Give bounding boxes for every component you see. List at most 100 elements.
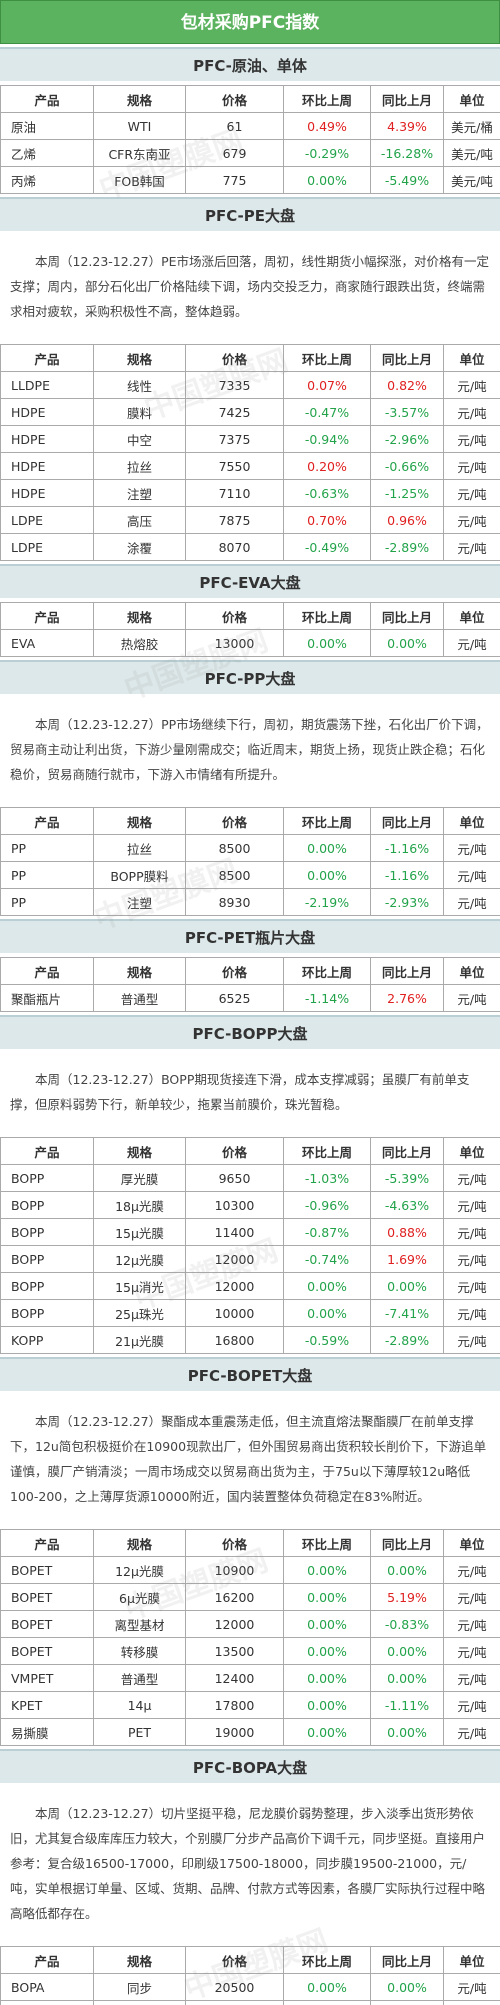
unit: 元/吨 (443, 1326, 500, 1354)
unit: 元/吨 (443, 1637, 500, 1665)
unit: 元/吨 (443, 1164, 500, 1192)
data-row: 乙烯 CFR东南亚 679 -0.29% -16.28% 美元/吨 (0, 139, 500, 167)
product: LLDPE (0, 371, 94, 399)
column-header: 同比上月 (370, 1137, 444, 1165)
week-change: -0.49% (283, 533, 371, 561)
column-header: 规格 (93, 1946, 186, 1974)
week-change: -0.47% (283, 398, 371, 426)
spec: 普通型 (93, 1664, 186, 1692)
content: PFC-原油、单体 产品 规格 价格 环比上周 同比上月 单位 原油 WTI 61 0.49% 4.3… (0, 47, 500, 2005)
column-header: 产品 (0, 85, 94, 113)
column-header: 环比上周 (283, 1946, 371, 1974)
product: LDPE (0, 506, 94, 534)
column-header: 规格 (93, 85, 186, 113)
spec: 离型基材 (93, 1610, 186, 1638)
page-title: 包材采购PFC指数 (0, 0, 500, 44)
spec: 厚光膜 (93, 1164, 186, 1192)
unit: 元/吨 (443, 984, 500, 1012)
week-change: 0.70% (283, 506, 371, 534)
week-change: 0.00% (283, 629, 371, 657)
data-row: EVA 热熔胶 13000 0.00% 0.00% 元/吨 (0, 629, 500, 657)
spec: 中空 (93, 425, 186, 453)
price: 7335 (185, 371, 284, 399)
unit: 元/吨 (443, 1218, 500, 1246)
price-table: 产品 规格 价格 环比上周 同比上月 单位 PP 拉丝 8500 0.00% -1.16% 元/吨 PP… (0, 807, 500, 916)
product: BOPA (0, 2000, 94, 2005)
column-header: 产品 (0, 807, 94, 835)
section-title: PFC-BOPP大盘 (0, 1015, 500, 1049)
column-header: 规格 (93, 1137, 186, 1165)
unit: 美元/吨 (443, 139, 500, 167)
unit: 元/吨 (443, 629, 500, 657)
column-header: 价格 (185, 1529, 284, 1557)
price-table: 产品 规格 价格 环比上周 同比上月 单位 BOPA 同步 20500 0.00% 0.00% 元/吨… (0, 1946, 500, 2005)
data-row: HDPE 拉丝 7550 0.20% -0.66% 元/吨 (0, 452, 500, 480)
column-header: 规格 (93, 602, 186, 630)
section-title: PFC-BOPET大盘 (0, 1357, 500, 1391)
month-change: -2.89% (370, 1326, 444, 1354)
column-header: 同比上月 (370, 1946, 444, 1974)
month-change: 0.00% (370, 629, 444, 657)
price: 7550 (185, 452, 284, 480)
column-header: 同比上月 (370, 344, 444, 372)
data-row: BOPP 18μ光膜 10300 -0.96% -4.63% 元/吨 (0, 1191, 500, 1219)
product: HDPE (0, 479, 94, 507)
section-title: PFC-PE大盘 (0, 197, 500, 231)
column-header: 同比上月 (370, 1529, 444, 1557)
week-change: 0.00% (283, 1610, 371, 1638)
product: BOPET (0, 1610, 94, 1638)
spec: BOPP膜料 (93, 861, 186, 889)
week-change: 0.07% (283, 371, 371, 399)
column-header: 环比上周 (283, 1529, 371, 1557)
product: HDPE (0, 425, 94, 453)
column-header: 规格 (93, 1529, 186, 1557)
price: 9650 (185, 1164, 284, 1192)
data-row: BOPA分布印刷级17500-2.78%-2.78%元/吨 (0, 2000, 500, 2005)
price: 16200 (185, 1583, 284, 1611)
data-row: HDPE 注塑 7110 -0.63% -1.25% 元/吨 (0, 479, 500, 507)
spec: 拉丝 (93, 834, 186, 862)
product: EVA (0, 629, 94, 657)
month-change: 0.00% (370, 1718, 444, 1746)
price: 13500 (185, 1637, 284, 1665)
spec: 12μ光膜 (93, 1245, 186, 1273)
data-row: LDPE 涂覆 8070 -0.49% -2.89% 元/吨 (0, 533, 500, 561)
product: BOPP (0, 1245, 94, 1273)
unit: 元/吨 (443, 452, 500, 480)
spec: 25μ珠光 (93, 1299, 186, 1327)
week-change: 0.00% (283, 1556, 371, 1584)
unit: 元/吨 (443, 1556, 500, 1584)
price: 679 (185, 139, 284, 167)
month-change: 0.00% (370, 1556, 444, 1584)
column-header: 价格 (185, 85, 284, 113)
week-change: 0.00% (283, 1973, 371, 2001)
price: 61 (185, 112, 284, 140)
data-row: BOPET 转移膜 13500 0.00% 0.00% 元/吨 (0, 1637, 500, 1665)
product: HDPE (0, 452, 94, 480)
price: 10000 (185, 1299, 284, 1327)
month-change: 0.00% (370, 1664, 444, 1692)
data-row: BOPET 12μ光膜 10900 0.00% 0.00% 元/吨 (0, 1556, 500, 1584)
price-table: 产品 规格 价格 环比上周 同比上月 单位 聚酯瓶片 普通型 6525 -1.14% 2.76% 元/… (0, 957, 500, 1012)
data-row: KPET 14μ 17800 0.00% -1.11% 元/吨 (0, 1691, 500, 1719)
data-row: 易撕膜 PET 19000 0.00% 0.00% 元/吨 (0, 1718, 500, 1746)
price: 7425 (185, 398, 284, 426)
spec: FOB韩国 (93, 166, 186, 194)
product: BOPET (0, 1556, 94, 1584)
column-header: 单位 (443, 85, 500, 113)
product: BOPA (0, 1973, 94, 2001)
week-change: 0.49% (283, 112, 371, 140)
column-header: 同比上月 (370, 957, 444, 985)
month-change: -2.96% (370, 425, 444, 453)
spec: 拉丝 (93, 452, 186, 480)
product: PP (0, 861, 94, 889)
week-change: -0.74% (283, 1245, 371, 1273)
data-row: BOPP 25μ珠光 10000 0.00% -7.41% 元/吨 (0, 1299, 500, 1327)
product: VMPET (0, 1664, 94, 1692)
week-change: 0.20% (283, 452, 371, 480)
price-table: 产品 规格 价格 环比上周 同比上月 单位 LLDPE 线性 7335 0.07% 0.82% 元/吨… (0, 344, 500, 561)
price: 16800 (185, 1326, 284, 1354)
month-change: -1.16% (370, 834, 444, 862)
column-header: 环比上周 (283, 1137, 371, 1165)
